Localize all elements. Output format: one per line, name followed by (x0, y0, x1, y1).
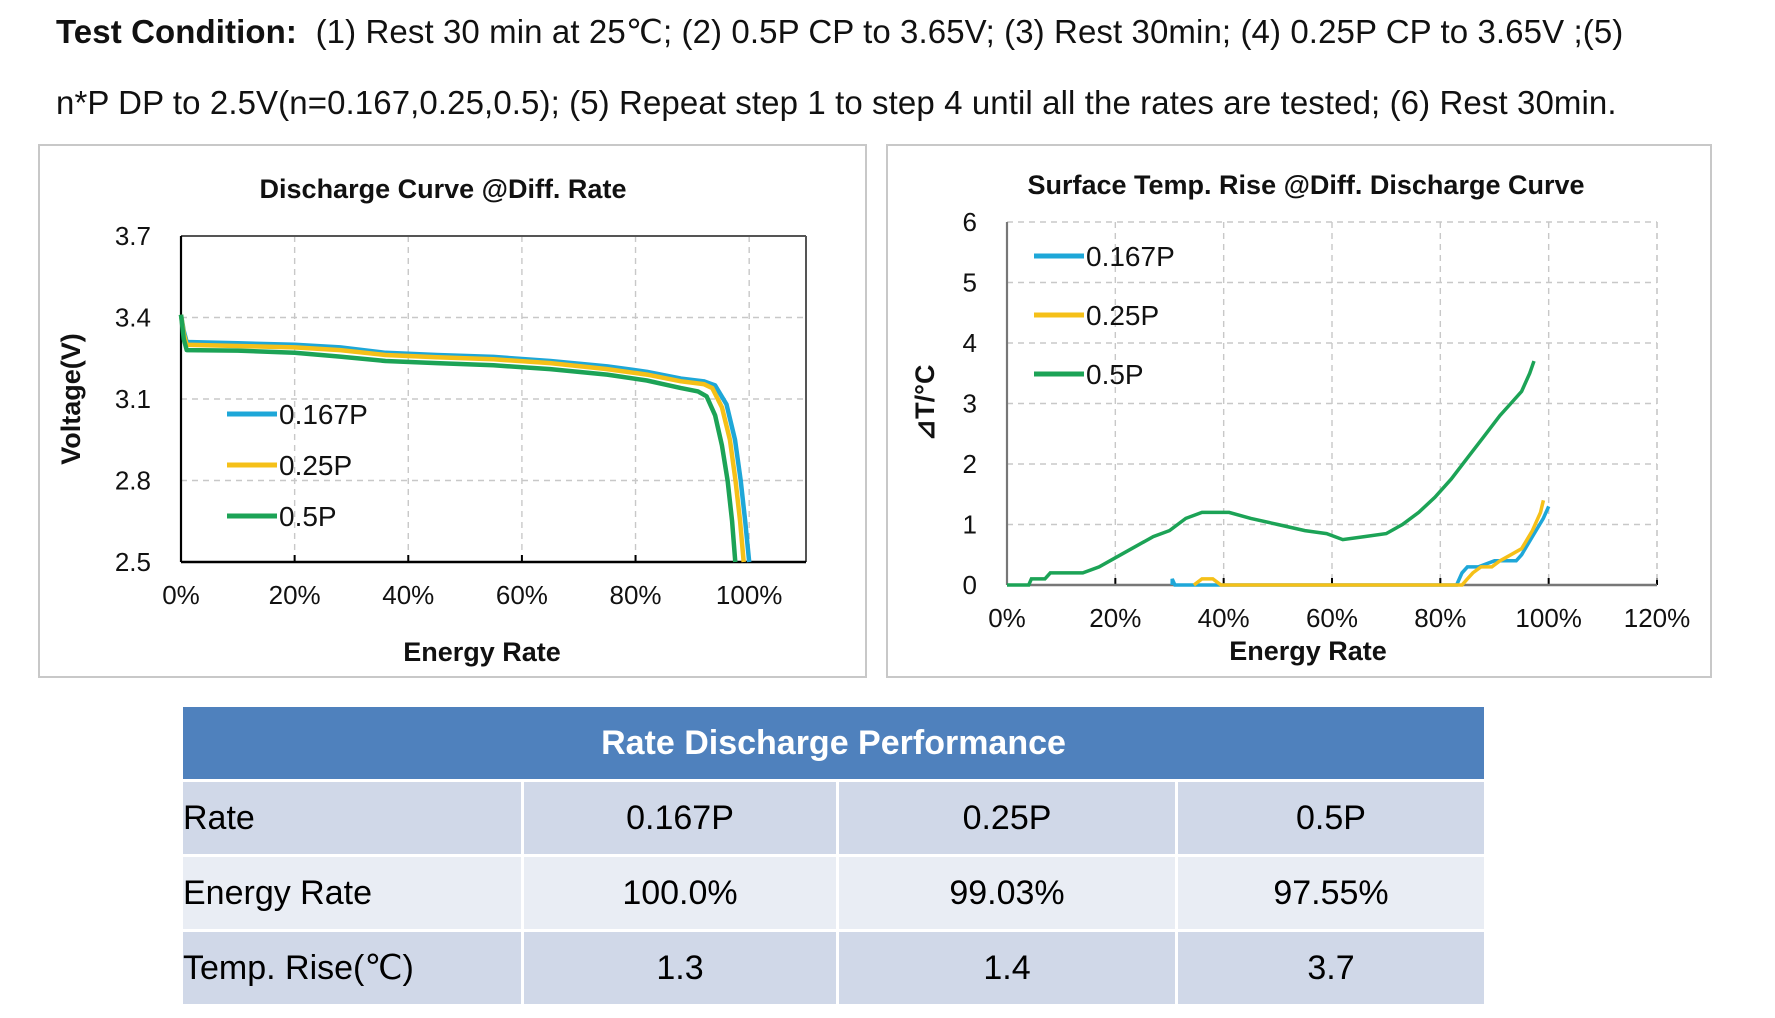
test-condition-label: Test Condition: (56, 13, 298, 50)
legend-label: 0.25P (1086, 300, 1159, 331)
temp-rise-chart-panel: Surface Temp. Rise @Diff. Discharge Curv… (886, 144, 1712, 678)
y-axis-label: Voltage(V) (56, 333, 86, 465)
test-condition-line-2: n*P DP to 2.5V(n=0.167,0.25,0.5); (5) Re… (56, 84, 1617, 122)
table-cell: 0.5P (1176, 780, 1487, 857)
x-tick-label: 80% (1414, 603, 1466, 633)
discharge-curve-chart-panel: Discharge Curve @Diff. Rate 0% 20% 40% 60% 80… (38, 144, 867, 678)
table-cell: 3.7 (1176, 930, 1487, 1007)
table-row-temp-rise: Temp. Rise(℃) 1.3 1.4 3.7 (183, 930, 1487, 1007)
table-cell: 1.3 (522, 930, 839, 1007)
series-line-0_5P (1007, 360, 1536, 587)
series-line-0_167P (1170, 505, 1551, 587)
y-tick-label: 5 (963, 268, 977, 298)
legend-label: 0.167P (1086, 241, 1175, 272)
legend-label: 0.167P (279, 399, 368, 430)
test-condition-text-2: n*P DP to 2.5V(n=0.167,0.25,0.5); (5) Re… (56, 84, 1617, 121)
x-tick-label: 100% (716, 580, 783, 610)
y-tick-label: 2 (963, 449, 977, 479)
y-tick-label: 3.7 (115, 221, 151, 251)
series-line-0_5P (178, 314, 738, 563)
y-tick-label: 2.8 (115, 466, 151, 496)
discharge-curve-chart: Discharge Curve @Diff. Rate 0% 20% 40% 60% 80… (56, 174, 807, 667)
y-tick-label: 3 (963, 389, 977, 419)
table-cell: 97.55% (1176, 855, 1487, 932)
y-tick-label: 3.1 (115, 384, 151, 414)
y-tick-label: 2.5 (115, 547, 151, 577)
x-tick-label: 0% (988, 603, 1026, 633)
chart-title: Surface Temp. Rise @Diff. Discharge Curv… (1028, 170, 1585, 200)
y-tick-label: 0 (963, 570, 977, 600)
test-condition-line-1: Test Condition: (1) Rest 30 min at 25℃; … (56, 12, 1623, 51)
row-label: Rate (183, 780, 524, 857)
row-label: Temp. Rise(℃) (183, 930, 524, 1007)
temp-rise-chart: Surface Temp. Rise @Diff. Discharge Curv… (910, 170, 1691, 666)
x-tick-label: 120% (1624, 603, 1691, 633)
x-tick-label: 100% (1515, 603, 1582, 633)
y-tick-label: 1 (963, 510, 977, 540)
y-tick-label: 4 (963, 328, 977, 358)
x-tick-label: 80% (610, 580, 662, 610)
x-tick-label: 40% (382, 580, 434, 610)
x-tick-label: 60% (1306, 603, 1358, 633)
series-line-0_167P (178, 314, 752, 563)
series-line-0_25P (178, 314, 746, 563)
chart-title: Discharge Curve @Diff. Rate (260, 174, 627, 204)
x-tick-label: 0% (162, 580, 200, 610)
series-line-0_25P (1192, 499, 1546, 587)
x-tick-label: 20% (1089, 603, 1141, 633)
test-condition-text-1: (1) Rest 30 min at 25℃; (2) 0.5P CP to 3… (315, 13, 1624, 50)
legend-label: 0.5P (1086, 359, 1144, 390)
table-row-energy-rate: Energy Rate 100.0% 99.03% 97.55% (183, 855, 1487, 932)
x-axis-label: Energy Rate (1229, 636, 1387, 666)
x-tick-label: 40% (1198, 603, 1250, 633)
table-cell: 1.4 (837, 930, 1178, 1007)
table-row-rate: Rate 0.167P 0.25P 0.5P (183, 780, 1487, 857)
x-tick-label: 20% (269, 580, 321, 610)
table-cell: 0.167P (522, 780, 839, 857)
row-label: Energy Rate (183, 855, 524, 932)
x-tick-label: 60% (496, 580, 548, 610)
table-title: Rate Discharge Performance (183, 707, 1487, 782)
legend-label: 0.5P (279, 501, 337, 532)
x-axis-label: Energy Rate (403, 637, 561, 667)
table-cell: 100.0% (522, 855, 839, 932)
y-axis-label: ⊿T/°C (910, 365, 940, 442)
y-tick-label: 3.4 (115, 303, 151, 333)
table-cell: 99.03% (837, 855, 1178, 932)
rate-discharge-performance-table: Rate Discharge Performance Rate 0.167P 0… (183, 707, 1487, 1007)
legend-label: 0.25P (279, 450, 352, 481)
y-tick-label: 6 (963, 207, 977, 237)
table-cell: 0.25P (837, 780, 1178, 857)
